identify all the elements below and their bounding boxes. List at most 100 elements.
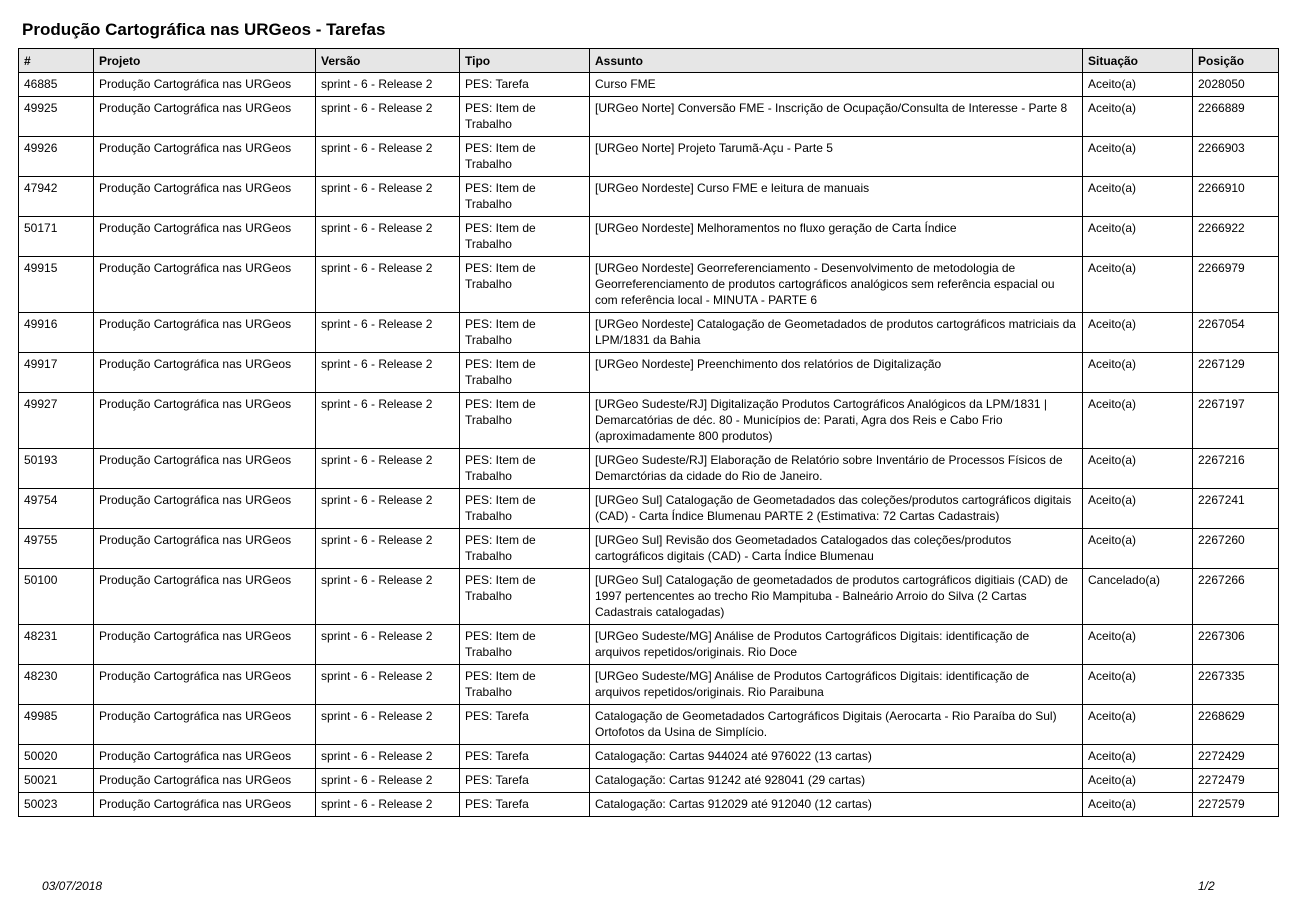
cell-projeto: Produção Cartográfica nas URGeos: [93, 624, 316, 665]
cell-tipo: PES: Tarefa: [459, 744, 590, 769]
cell-versao: sprint - 6 - Release 2: [315, 568, 460, 625]
cell-id: 46885: [18, 72, 94, 97]
cell-assunto: [URGeo Sul] Revisão dos Geometadados Cat…: [589, 528, 1083, 569]
cell-projeto: Produção Cartográfica nas URGeos: [93, 96, 316, 137]
cell-versao: sprint - 6 - Release 2: [315, 448, 460, 489]
cell-tipo: PES: Item de Trabalho: [459, 392, 590, 449]
cell-situacao: Aceito(a): [1082, 136, 1193, 177]
cell-posicao: 2266910: [1192, 176, 1279, 217]
cell-tipo: PES: Item de Trabalho: [459, 624, 590, 665]
tipo-text: PES: Item de Trabalho: [465, 317, 536, 347]
cell-posicao: 2272479: [1192, 768, 1279, 793]
tipo-text: PES: Tarefa: [465, 749, 529, 763]
cell-posicao: 2272579: [1192, 792, 1279, 817]
cell-projeto: Produção Cartográfica nas URGeos: [93, 704, 316, 745]
cell-id: 49916: [18, 312, 94, 353]
cell-posicao: 2267216: [1192, 448, 1279, 489]
cell-posicao: 2266979: [1192, 256, 1279, 313]
cell-situacao: Aceito(a): [1082, 352, 1193, 393]
cell-tipo: PES: Item de Trabalho: [459, 528, 590, 569]
footer-date: 03/07/2018: [42, 879, 103, 893]
tipo-text: PES: Tarefa: [465, 709, 529, 723]
tipo-text: PES: Item de Trabalho: [465, 141, 536, 171]
tipo-text: PES: Item de Trabalho: [465, 101, 536, 131]
cell-situacao: Aceito(a): [1082, 704, 1193, 745]
cell-id: 49927: [18, 392, 94, 449]
table-row: 49927 Produção Cartográfica nas URGeos spr…: [18, 392, 1279, 449]
cell-id: 50193: [18, 448, 94, 489]
cell-situacao: Aceito(a): [1082, 72, 1193, 97]
cell-projeto: Produção Cartográfica nas URGeos: [93, 216, 316, 257]
column-header-tipo: Tipo: [459, 48, 590, 73]
cell-situacao: Aceito(a): [1082, 312, 1193, 353]
cell-id: 50100: [18, 568, 94, 625]
cell-versao: sprint - 6 - Release 2: [315, 792, 460, 817]
cell-posicao: 2267054: [1192, 312, 1279, 353]
tipo-text: PES: Item de Trabalho: [465, 533, 536, 563]
footer-page-number: 1/2: [1198, 879, 1215, 893]
cell-tipo: PES: Item de Trabalho: [459, 488, 590, 529]
table-row: 49917 Produção Cartográfica nas URGeos spr…: [18, 352, 1279, 393]
cell-id: 50021: [18, 768, 94, 793]
cell-projeto: Produção Cartográfica nas URGeos: [93, 792, 316, 817]
cell-posicao: 2028050: [1192, 72, 1279, 97]
cell-assunto: [URGeo Sudeste/RJ] Elaboração de Relatór…: [589, 448, 1083, 489]
cell-tipo: PES: Tarefa: [459, 704, 590, 745]
cell-tipo: PES: Item de Trabalho: [459, 448, 590, 489]
cell-posicao: 2267197: [1192, 392, 1279, 449]
page-title: Produção Cartográfica nas URGeos - Taref…: [22, 20, 386, 39]
table-row: 49916 Produção Cartográfica nas URGeos spr…: [18, 312, 1279, 353]
cell-assunto: [URGeo Nordeste] Georreferenciamento - D…: [589, 256, 1083, 313]
cell-posicao: 2272429: [1192, 744, 1279, 769]
column-header-situacao: Situação: [1082, 48, 1193, 73]
tipo-text: PES: Item de Trabalho: [465, 669, 536, 699]
cell-assunto: [URGeo Sul] Catalogação de geometadados …: [589, 568, 1083, 625]
cell-id: 49755: [18, 528, 94, 569]
cell-versao: sprint - 6 - Release 2: [315, 488, 460, 529]
tipo-text: PES: Item de Trabalho: [465, 357, 536, 387]
cell-posicao: 2267306: [1192, 624, 1279, 665]
column-header-projeto: Projeto: [93, 48, 316, 73]
cell-versao: sprint - 6 - Release 2: [315, 176, 460, 217]
cell-situacao: Cancelado(a): [1082, 568, 1193, 625]
cell-tipo: PES: Tarefa: [459, 768, 590, 793]
cell-projeto: Produção Cartográfica nas URGeos: [93, 568, 316, 625]
table-row: 50023 Produção Cartográfica nas URGeos spr…: [18, 792, 1279, 817]
cell-projeto: Produção Cartográfica nas URGeos: [93, 744, 316, 769]
cell-versao: sprint - 6 - Release 2: [315, 768, 460, 793]
cell-situacao: Aceito(a): [1082, 624, 1193, 665]
cell-posicao: 2268629: [1192, 704, 1279, 745]
table-row: 50193 Produção Cartográfica nas URGeos spr…: [18, 448, 1279, 489]
cell-projeto: Produção Cartográfica nas URGeos: [93, 488, 316, 529]
tipo-text: PES: Tarefa: [465, 773, 529, 787]
table-header-row: # Projeto Versão Tipo Assunto Situação P…: [18, 48, 1279, 73]
cell-tipo: PES: Item de Trabalho: [459, 176, 590, 217]
cell-id: 49917: [18, 352, 94, 393]
table-row: 50100 Produção Cartográfica nas URGeos spr…: [18, 568, 1279, 625]
cell-id: 49754: [18, 488, 94, 529]
table-row: 48231 Produção Cartográfica nas URGeos spr…: [18, 624, 1279, 665]
column-header-id: #: [18, 48, 94, 73]
cell-id: 49925: [18, 96, 94, 137]
cell-situacao: Aceito(a): [1082, 664, 1193, 705]
tipo-text: PES: Item de Trabalho: [465, 453, 536, 483]
table-row: 49754 Produção Cartográfica nas URGeos spr…: [18, 488, 1279, 529]
column-header-versao: Versão: [315, 48, 460, 73]
cell-assunto: [URGeo Sudeste/RJ] Digitalização Produto…: [589, 392, 1083, 449]
cell-tipo: PES: Item de Trabalho: [459, 96, 590, 137]
table-row: 49926 Produção Cartográfica nas URGeos spr…: [18, 136, 1279, 177]
table-row: 50020 Produção Cartográfica nas URGeos spr…: [18, 744, 1279, 769]
cell-tipo: PES: Item de Trabalho: [459, 256, 590, 313]
cell-id: 49926: [18, 136, 94, 177]
cell-posicao: 2266889: [1192, 96, 1279, 137]
table-row: 50021 Produção Cartográfica nas URGeos spr…: [18, 768, 1279, 793]
cell-assunto: Catalogação: Cartas 91242 até 928041 (29…: [589, 768, 1083, 793]
cell-versao: sprint - 6 - Release 2: [315, 256, 460, 313]
cell-versao: sprint - 6 - Release 2: [315, 352, 460, 393]
cell-situacao: Aceito(a): [1082, 256, 1193, 313]
cell-id: 50171: [18, 216, 94, 257]
cell-situacao: Aceito(a): [1082, 96, 1193, 137]
cell-projeto: Produção Cartográfica nas URGeos: [93, 256, 316, 313]
cell-assunto: Catalogação de Geometadados Cartográfico…: [589, 704, 1083, 745]
cell-posicao: 2267241: [1192, 488, 1279, 529]
